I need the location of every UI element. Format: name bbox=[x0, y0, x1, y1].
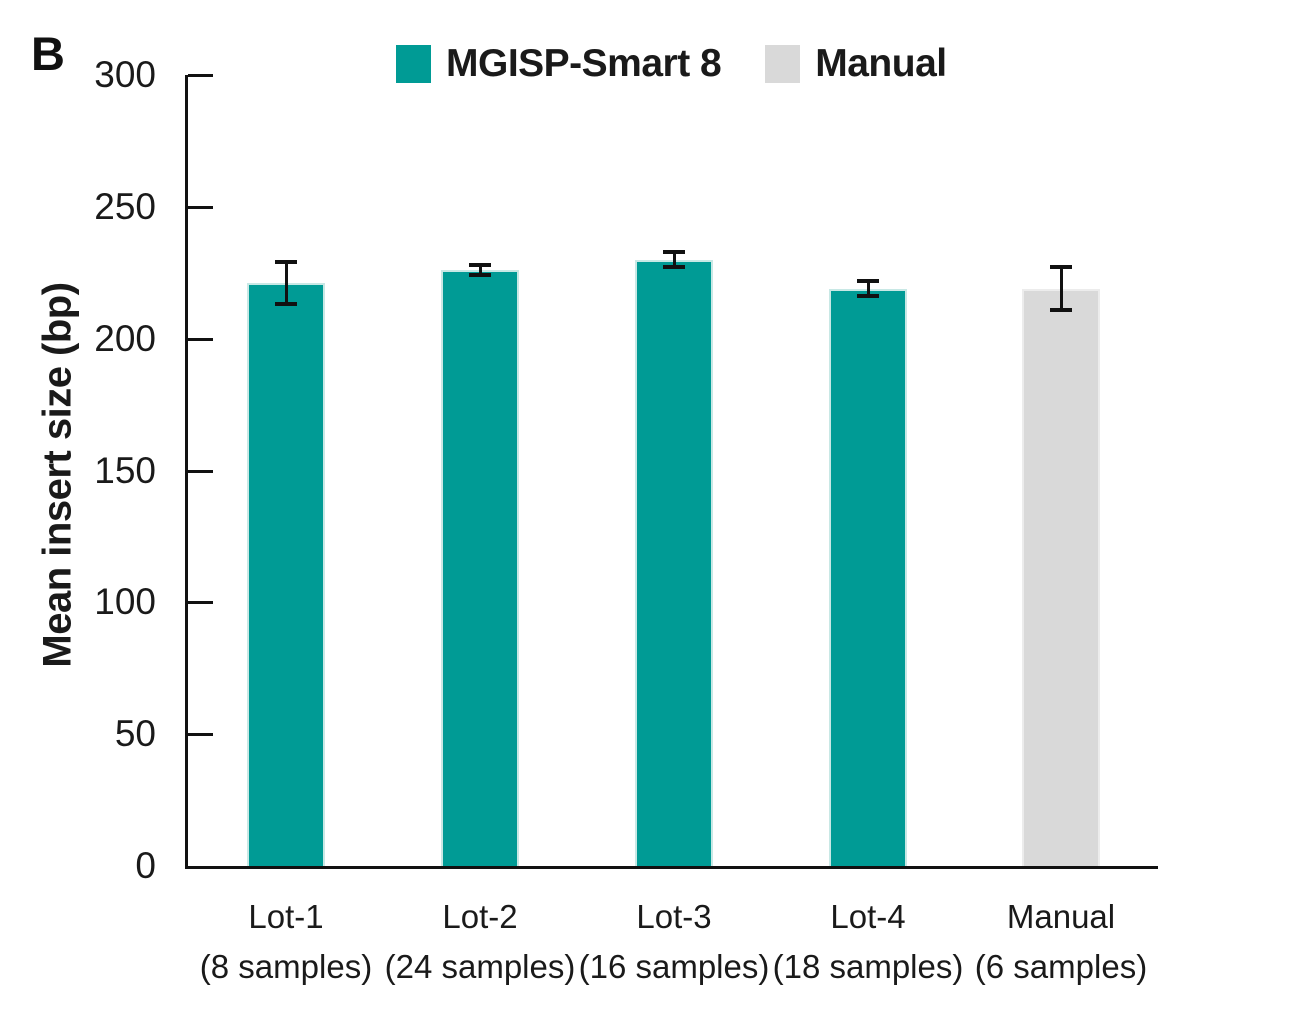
error-bar-cap-bottom-manual bbox=[1050, 307, 1072, 312]
y-tick-label-100: 100 bbox=[94, 581, 156, 623]
error-bar-stem-lot-2 bbox=[478, 264, 482, 276]
x-category-label-lot-3: Lot-3 bbox=[636, 898, 712, 935]
y-tick-label-250: 250 bbox=[94, 185, 156, 227]
x-category-label-lot-1: Lot-1 bbox=[248, 898, 324, 935]
y-tick-label-200: 200 bbox=[94, 317, 156, 359]
error-bar-cap-bottom-lot-1 bbox=[275, 302, 297, 307]
y-tick-label-150: 150 bbox=[94, 449, 156, 491]
error-bar-cap-bottom-lot-3 bbox=[663, 265, 685, 270]
y-tick-mark-200 bbox=[188, 337, 213, 341]
error-bar-stem-manual bbox=[1059, 267, 1063, 310]
x-category-sublabel-lot-3: (16 samples) bbox=[578, 948, 770, 985]
legend-entry-mgisp-smart-8: MGISP-Smart 8 bbox=[396, 42, 722, 86]
panel-label: B bbox=[31, 27, 65, 80]
y-tick-mark-50 bbox=[188, 733, 213, 737]
error-bar-cap-top-lot-4 bbox=[857, 278, 879, 283]
error-bar-cap-top-lot-1 bbox=[275, 260, 297, 265]
x-category-label-manual: Manual bbox=[1006, 898, 1116, 935]
error-bar-stem-lot-1 bbox=[284, 262, 288, 305]
legend-swatch-mgisp-smart-8 bbox=[396, 45, 431, 83]
legend-swatch-manual bbox=[765, 45, 801, 83]
x-category-label-lot-2: Lot-2 bbox=[442, 898, 518, 935]
y-tick-label-0: 0 bbox=[135, 845, 156, 886]
y-tick-label-300: 300 bbox=[94, 54, 156, 95]
error-bar-cap-top-lot-3 bbox=[663, 249, 685, 254]
error-bar-stem-lot-4 bbox=[866, 280, 870, 297]
chart-legend: MGISP-Smart 8 Manual bbox=[396, 42, 947, 86]
y-axis-line bbox=[185, 75, 188, 869]
legend-entry-manual: Manual bbox=[765, 42, 947, 86]
y-tick-label-50: 50 bbox=[114, 713, 156, 755]
y-tick-mark-150 bbox=[188, 469, 213, 473]
x-category-sublabel-lot-4: (18 samples) bbox=[772, 948, 964, 985]
x-category-label-lot-4: Lot-4 bbox=[830, 898, 906, 935]
x-category-sublabel-manual: (6 samples) bbox=[974, 948, 1148, 985]
legend-label-manual: Manual bbox=[815, 42, 947, 85]
x-category-sublabel-lot-1: (8 samples) bbox=[199, 948, 373, 985]
error-bar-cap-top-lot-2 bbox=[469, 262, 491, 267]
x-category-sublabel-lot-2: (24 samples) bbox=[384, 948, 576, 985]
legend-label-mgisp-smart-8: MGISP-Smart 8 bbox=[446, 42, 722, 85]
bar-lot-4 bbox=[829, 288, 907, 866]
y-tick-mark-100 bbox=[188, 601, 213, 605]
error-bar-stem-lot-3 bbox=[672, 251, 676, 268]
error-bar-cap-bottom-lot-2 bbox=[469, 273, 491, 278]
error-bar-cap-bottom-lot-4 bbox=[857, 294, 879, 299]
bar-manual bbox=[1022, 288, 1100, 866]
y-tick-mark-250 bbox=[188, 205, 213, 209]
x-axis-line bbox=[185, 866, 1158, 869]
bar-lot-2 bbox=[441, 270, 519, 866]
y-tick-mark-300 bbox=[188, 74, 213, 77]
error-bar-cap-top-manual bbox=[1050, 265, 1072, 270]
bar-lot-3 bbox=[635, 259, 713, 866]
bar-lot-1 bbox=[247, 283, 325, 866]
